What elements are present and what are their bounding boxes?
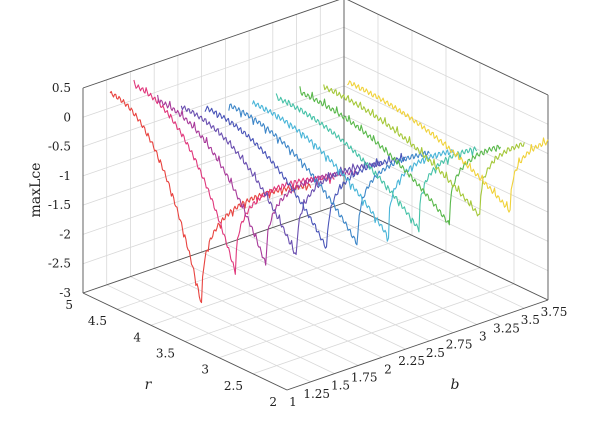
b-axis-label: b: [451, 377, 460, 393]
wall-grid-line: [343, 114, 549, 213]
series-line: [275, 93, 478, 233]
b-tick-label: 3.75: [541, 305, 568, 319]
r-tick-label: 4.5: [88, 314, 107, 328]
wall-grid-line: [82, 144, 345, 235]
axes-frame: [82, 0, 549, 391]
z-tick-label: -2: [59, 227, 71, 241]
b-tick-label: 2: [384, 362, 392, 376]
series-line: [347, 80, 549, 213]
b-tick-label: 1.25: [303, 387, 330, 401]
b-tick-label: 1.75: [351, 371, 378, 385]
b-tick-label: 1: [289, 395, 297, 409]
wall-grid-line: [343, 85, 549, 184]
frame-edge: [82, 0, 340, 89]
z-axis-label: maxLce: [28, 163, 44, 218]
r-tick-label: 5: [65, 298, 73, 312]
floor-grid-line: [184, 251, 447, 342]
b-tick-label: 3.25: [493, 321, 520, 335]
z-tick-label: -0.5: [48, 140, 71, 154]
b-axis-line: [286, 299, 549, 391]
r-tick-label: 2: [269, 395, 277, 409]
series-line: [109, 90, 312, 304]
floor-grid-line: [116, 218, 379, 310]
wall-grid-line: [82, 173, 345, 265]
b-tick-label: 1.5: [331, 379, 350, 393]
z-tick-label: -1.5: [48, 198, 71, 212]
b-tick-label: 2.5: [426, 346, 445, 360]
z-tick-label: -3: [59, 286, 71, 300]
series-line: [299, 86, 501, 226]
wall-grid-line: [343, 26, 549, 125]
series-line: [157, 94, 359, 266]
b-tick-label: 2.25: [398, 354, 425, 368]
z-tick-label: -1: [59, 169, 71, 183]
series-layer: [109, 79, 549, 304]
wall-grid-line: [82, 26, 345, 118]
wall-grid-line: [82, 56, 345, 147]
r-tick-label: 3: [201, 363, 209, 377]
series-line: [323, 84, 525, 217]
floor-grid-line: [218, 267, 481, 359]
series-line: [180, 105, 383, 256]
wall-grid-line: [82, 85, 345, 177]
series-line: [204, 105, 407, 249]
r-tick-label: 2.5: [224, 379, 243, 393]
tick-labels: 0.5 0 -0.5 -1 -1.5 -2 -2.5 -3 2 2.5 3 3.5 4 4.5 5 1 1.25…: [48, 81, 568, 409]
frame-edge: [347, 0, 549, 96]
r-axis-line: [82, 292, 288, 391]
wall-grid-line: [82, 114, 345, 206]
b-tick-label: 3: [479, 330, 487, 344]
r-tick-label: 4: [133, 330, 141, 344]
series-line: [251, 100, 454, 242]
floor-grid-line: [150, 234, 413, 326]
r-tick-label: 3.5: [156, 347, 175, 361]
z-tick-label: 0.5: [52, 81, 71, 95]
b-tick-label: 2.75: [446, 338, 473, 352]
frame-edge: [82, 202, 345, 294]
r-axis-label: r: [145, 377, 153, 393]
z-tick-label: -2.5: [48, 257, 71, 271]
wall-grid-line: [343, 56, 549, 154]
floor-grid-line: [252, 283, 515, 375]
wall-grid-line: [343, 144, 549, 242]
z-tick-label: 0: [63, 110, 71, 124]
b-tick-label: 3.5: [521, 313, 540, 327]
